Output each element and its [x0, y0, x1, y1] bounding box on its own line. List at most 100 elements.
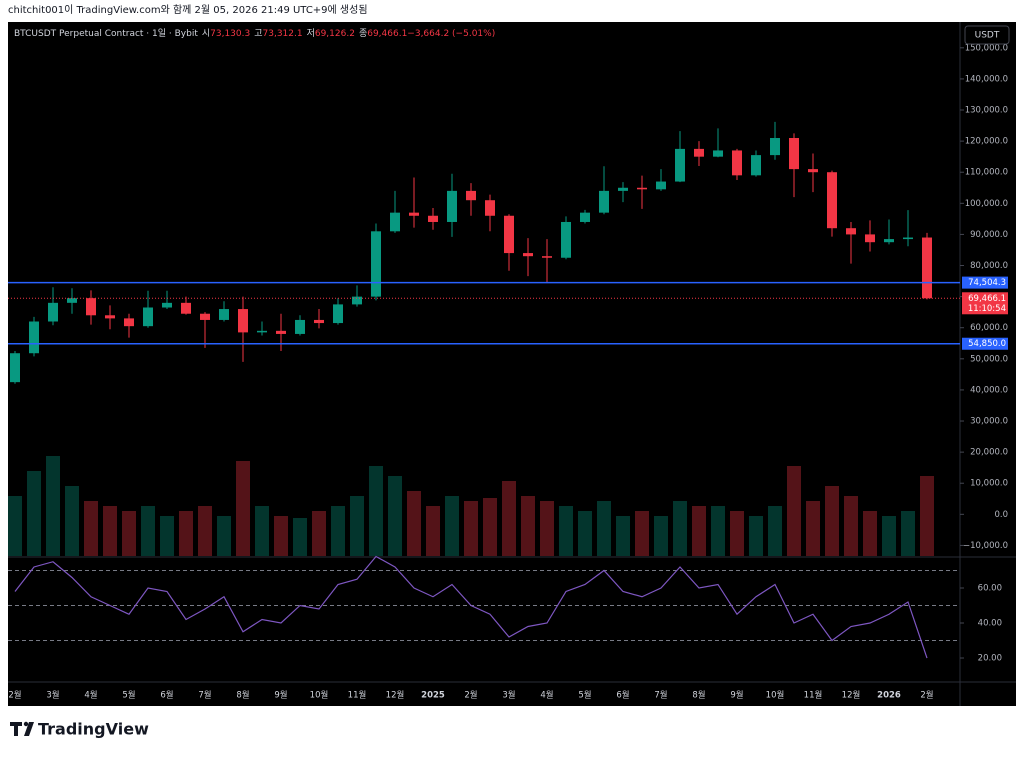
volume-bar: [426, 506, 440, 556]
volume-bar: [597, 501, 611, 556]
candle-body: [884, 239, 894, 243]
volume-bar: [65, 486, 79, 556]
x-tick-label: 3월: [502, 690, 515, 701]
rsi-tick-label: 40.00: [978, 619, 1002, 629]
volume-bar: [407, 491, 421, 556]
candle-body: [922, 237, 932, 299]
x-tick-label: 6월: [616, 690, 629, 701]
candle-body: [732, 150, 742, 176]
candle-body: [561, 221, 571, 258]
volume-bar: [483, 498, 497, 556]
x-tick-label: 7월: [654, 690, 667, 701]
x-tick-label: 4월: [84, 690, 97, 701]
y-tick-label: 100,000.0: [965, 199, 1008, 209]
last-price-box: [962, 292, 1008, 315]
x-tick-label: 5월: [578, 690, 591, 701]
price-label-box: [962, 337, 1008, 350]
legend-key: 고: [254, 29, 262, 39]
legend-key: 시: [202, 28, 210, 39]
volume-bar: [692, 506, 706, 556]
volume-bar: [787, 466, 801, 556]
logo-icon: [10, 721, 34, 736]
volume-bar: [369, 466, 383, 556]
x-tick-label: 12월: [386, 690, 405, 701]
candle-body: [846, 228, 856, 235]
price-label-box: [962, 276, 1008, 289]
candle-body: [181, 302, 191, 314]
x-tick-label: 8월: [692, 690, 705, 701]
volume-bar: [635, 511, 649, 556]
volume-bar: [711, 506, 725, 556]
x-tick-label: 9월: [730, 690, 743, 701]
candle-body: [295, 319, 305, 334]
x-tick-label: 5월: [122, 690, 135, 701]
candle-body: [276, 330, 286, 334]
y-tick-label: 10,000.0: [970, 479, 1008, 489]
countdown: 11:10:54: [968, 304, 1006, 314]
volume-bar: [312, 511, 326, 556]
candle-body: [314, 319, 324, 324]
candle-body: [67, 298, 77, 303]
brand: TradingView: [38, 720, 149, 739]
volume-bar: [730, 511, 744, 556]
volume-bar: [84, 501, 98, 556]
candle-body: [428, 215, 438, 222]
legend-value: 73,312.1: [263, 29, 303, 39]
candle-body: [637, 187, 647, 190]
legend-key: 종: [359, 28, 367, 39]
volume-bar: [806, 501, 820, 556]
y-tick-label: 50,000.0: [970, 354, 1008, 364]
volume-bar: [236, 461, 250, 556]
legend-key: 저: [307, 28, 315, 39]
volume-bar: [768, 506, 782, 556]
candle-body: [333, 304, 343, 324]
legend-value: 69,126.2: [315, 29, 355, 39]
volume-bar: [293, 518, 307, 556]
volume-bar: [217, 516, 231, 556]
volume-bar: [521, 496, 535, 556]
candle-body: [656, 181, 666, 190]
volume-bar: [274, 516, 288, 556]
volume-bar: [844, 496, 858, 556]
legend: BTCUSDT Perpetual Contract · 1일 · Bybit 시…: [14, 28, 495, 39]
volume-bar: [901, 511, 915, 556]
candle-body: [827, 172, 837, 229]
x-tick-label: 11월: [348, 690, 367, 701]
candle-body: [447, 190, 457, 222]
x-tick-label: 12월: [842, 690, 861, 701]
x-tick-label: 10월: [310, 690, 329, 701]
volume-bar: [141, 506, 155, 556]
candle-body: [238, 309, 248, 333]
candle-body: [580, 212, 590, 222]
candle-body: [409, 212, 419, 216]
candle-body: [86, 298, 96, 316]
currency-button[interactable]: [964, 25, 1010, 45]
candle-body: [10, 353, 20, 383]
candle-body: [162, 302, 172, 308]
y-tick-label: 130,000.0: [965, 106, 1008, 116]
volume-bar: [464, 501, 478, 556]
volume-bar: [749, 516, 763, 556]
x-tick-label: 4월: [540, 690, 553, 701]
x-tick-label: 9월: [274, 690, 287, 701]
volume-bar: [179, 511, 193, 556]
x-tick-label: 11월: [804, 690, 823, 701]
price-label: 74,504.3: [968, 278, 1006, 288]
candle-body: [200, 313, 210, 320]
x-tick-label: 2025: [421, 691, 445, 701]
candle-body: [257, 330, 267, 333]
candle-body: [599, 190, 609, 213]
rsi-tick-label: 60.00: [978, 583, 1002, 593]
x-tick-label: 3월: [46, 690, 59, 701]
x-tick-label: 2월: [464, 690, 477, 701]
candle-body: [523, 253, 533, 257]
candle-body: [808, 169, 818, 173]
legend-value: 73,130.3: [210, 29, 250, 39]
volume-bar: [825, 486, 839, 556]
x-tick-label: 2026: [877, 691, 901, 701]
candle-body: [219, 309, 229, 320]
volume-bar: [920, 476, 934, 556]
candle-body: [143, 307, 153, 327]
volume-bar: [331, 506, 345, 556]
volume-bar: [255, 506, 269, 556]
